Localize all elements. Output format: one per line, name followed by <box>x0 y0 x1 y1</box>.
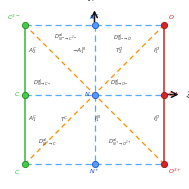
Text: $-A_1^N$: $-A_1^N$ <box>72 46 86 57</box>
Text: $I_2^O$: $I_2^O$ <box>153 114 160 125</box>
Text: $N$: $N$ <box>84 91 91 98</box>
Text: $D^{al}_{N^+\!\to O^{2+}}$: $D^{al}_{N^+\!\to O^{2+}}$ <box>108 136 131 148</box>
Text: $O^\bullet$: $O^\bullet$ <box>168 90 178 99</box>
Text: $D^{al}_{N\to O^-}$: $D^{al}_{N\to O^-}$ <box>110 77 129 88</box>
Text: $N^+$: $N^+$ <box>89 167 100 176</box>
Text: $O$: $O$ <box>168 13 175 21</box>
Text: $C^{2-}$: $C^{2-}$ <box>7 13 21 22</box>
Text: $T^C$: $T^C$ <box>60 114 69 124</box>
Text: $D^{al}_{N^-\!\to O}$: $D^{al}_{N^-\!\to O}$ <box>113 32 132 43</box>
Text: $D^{al}_{N^-\!\to C^{2-}}$: $D^{al}_{N^-\!\to C^{2-}}$ <box>54 32 77 43</box>
Text: $\mathcal{N}^-$: $\mathcal{N}^-$ <box>87 0 102 3</box>
Text: $\mathcal{Z}$: $\mathcal{Z}$ <box>185 89 189 100</box>
Text: $A_1^C$: $A_1^C$ <box>28 114 38 125</box>
Text: $T_2^O$: $T_2^O$ <box>115 46 124 57</box>
Text: $O^{2+}$: $O^{2+}$ <box>168 167 182 176</box>
Text: $I_1^O$: $I_1^O$ <box>153 46 160 57</box>
Text: $C$: $C$ <box>14 168 21 176</box>
Text: $N^-$: $N^-$ <box>89 13 100 21</box>
Text: $A_2^C$: $A_2^C$ <box>28 46 38 57</box>
Text: $I_1^N$: $I_1^N$ <box>94 114 101 125</box>
Text: $D^{al}_{N^+\!\to C}$: $D^{al}_{N^+\!\to C}$ <box>38 136 57 148</box>
Text: $D^{al}_{N\to C^-}$: $D^{al}_{N\to C^-}$ <box>33 77 52 88</box>
Text: $C$: $C$ <box>14 91 21 98</box>
